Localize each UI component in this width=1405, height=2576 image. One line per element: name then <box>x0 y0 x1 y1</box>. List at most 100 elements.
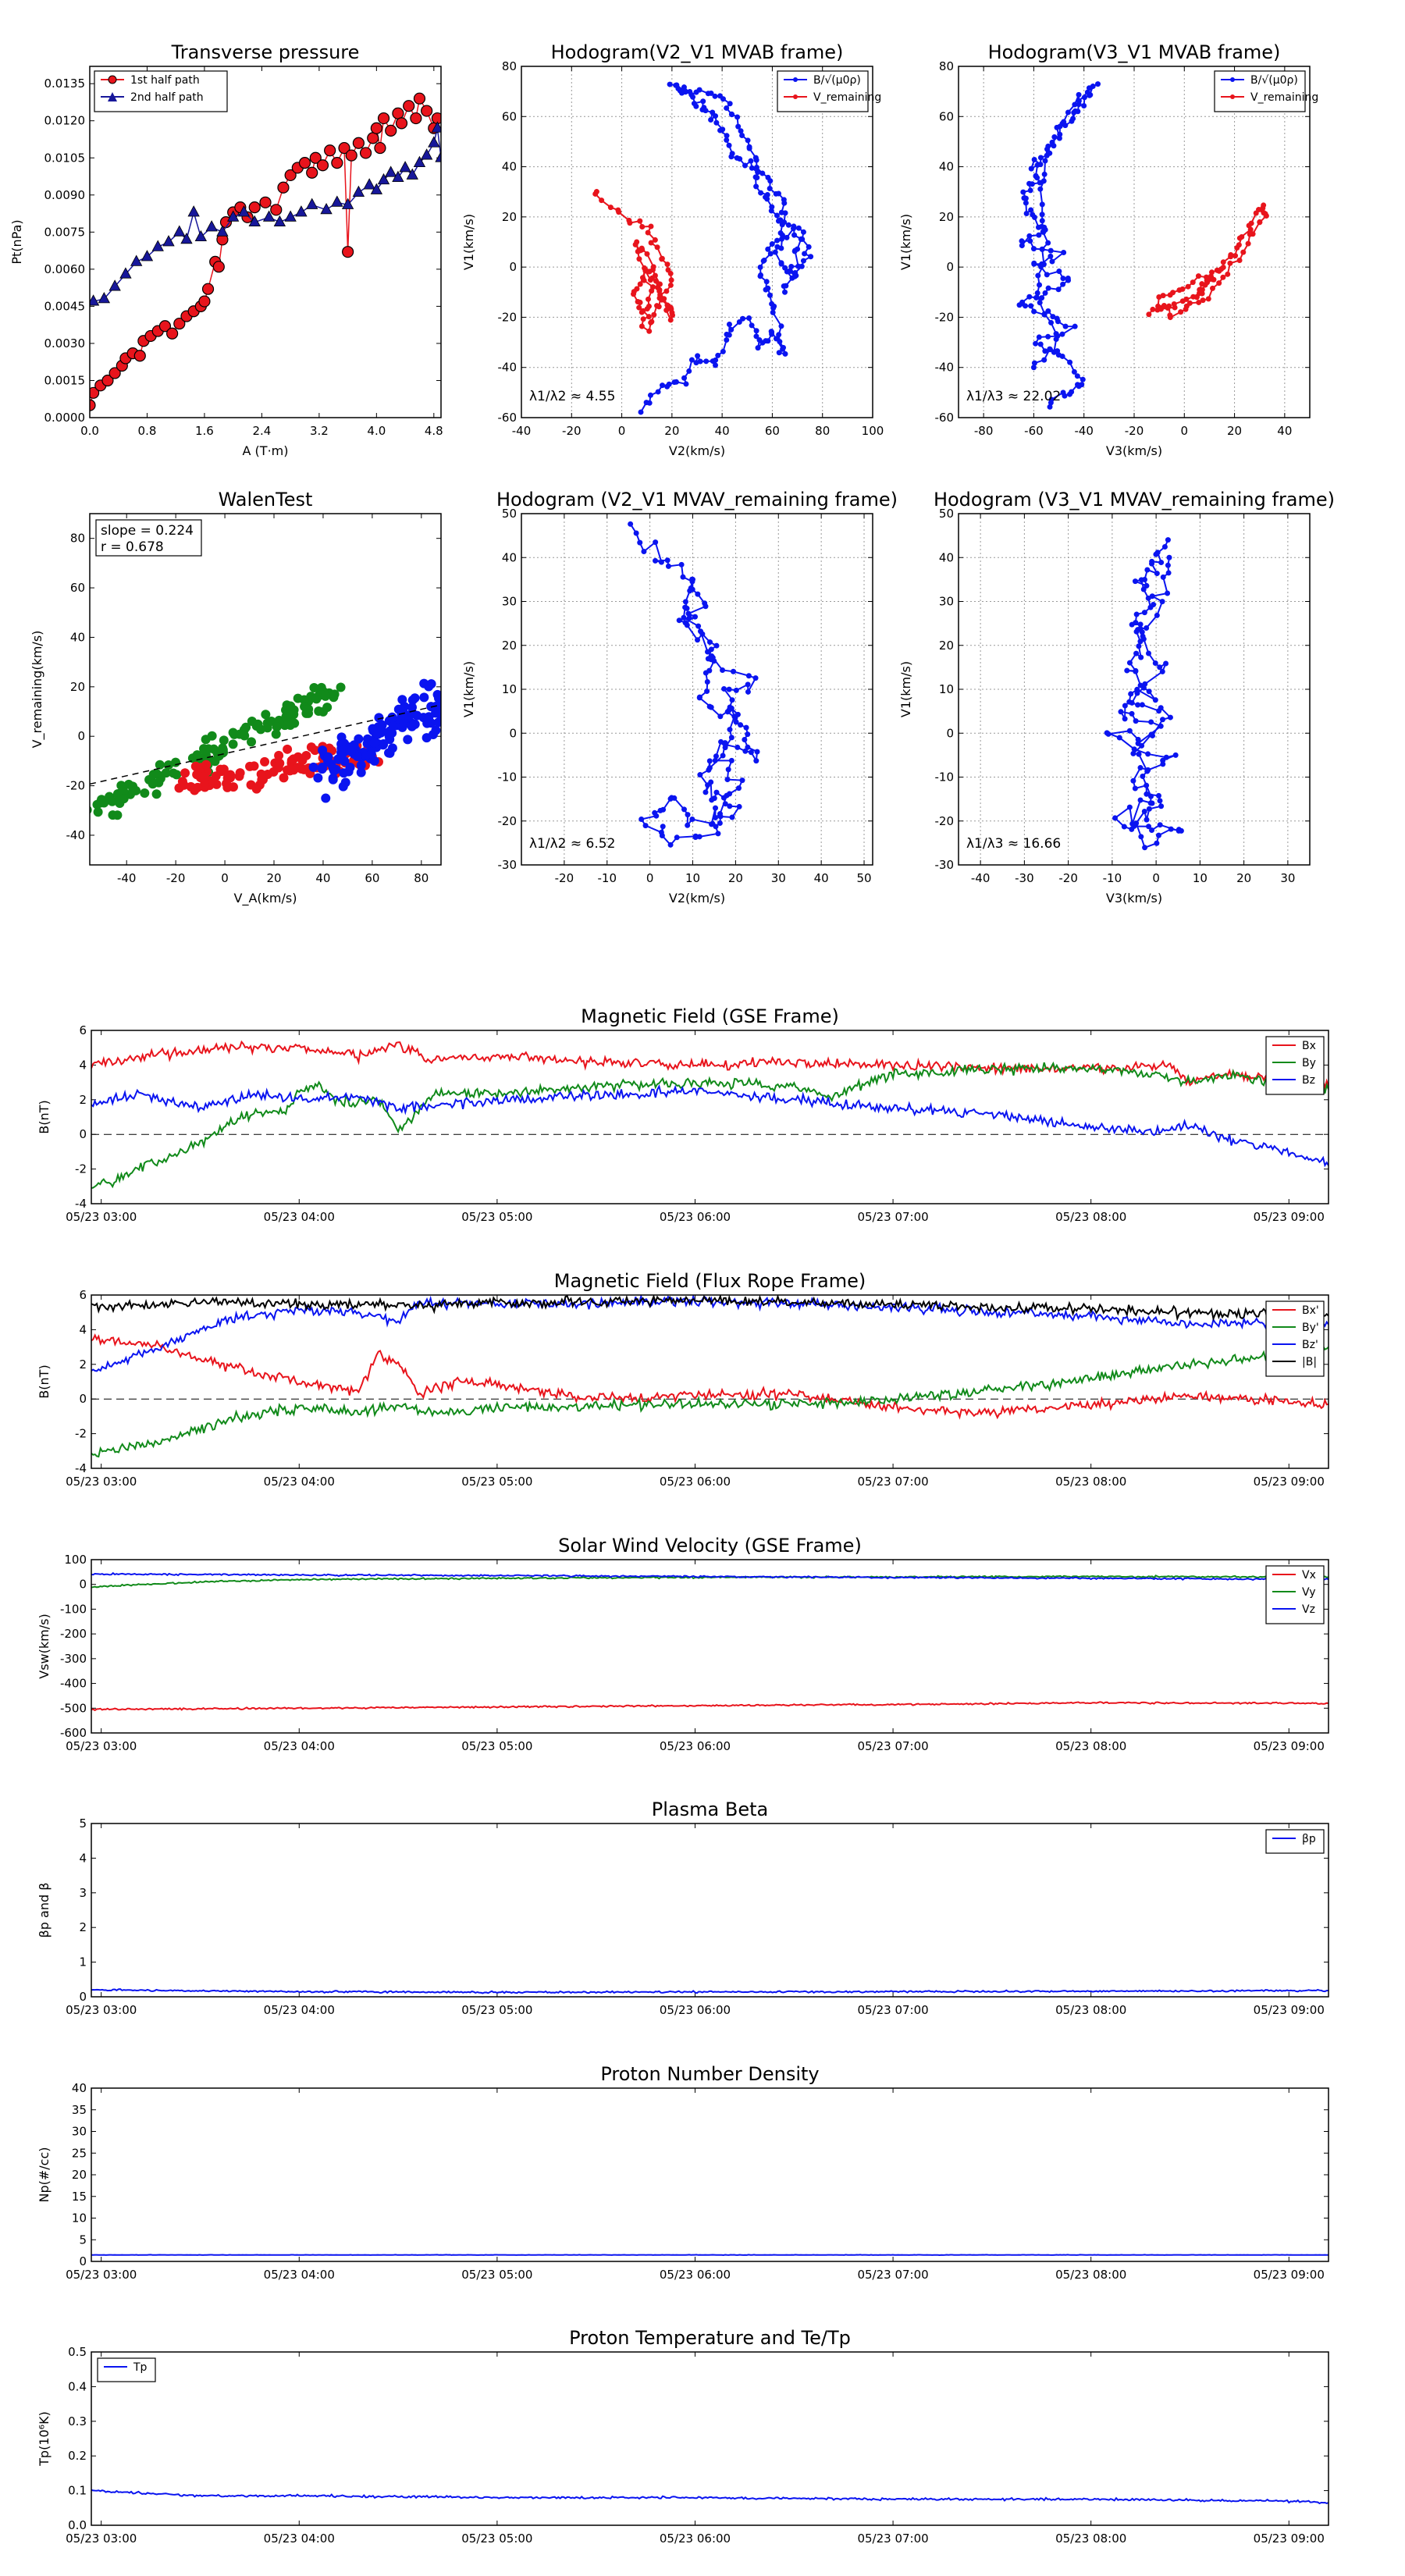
data-point <box>413 155 426 167</box>
beta-xtick-label: 05/23 06:00 <box>660 2003 731 2017</box>
data-point <box>727 101 733 107</box>
data-point <box>298 156 311 169</box>
pt-ytick-label: 0.0000 <box>44 411 86 425</box>
pt-ytick-label: 0.0090 <box>44 188 86 202</box>
data-point <box>713 789 720 795</box>
data-point <box>1145 751 1151 757</box>
hodo4-xtick-label: -40 <box>971 871 991 885</box>
data-point <box>681 375 688 381</box>
data-point <box>695 591 701 597</box>
panel-bgse: Magnetic Field (GSE Frame) B(nT) 05/23 03:… <box>37 1005 1329 1224</box>
data-point <box>1049 139 1055 145</box>
beta-ytick-label: 5 <box>79 1816 87 1831</box>
eigen-ratio-annotation: λ1/λ3 ≈ 22.02 <box>966 389 1061 404</box>
panel-bfr: Magnetic Field (Flux Rope Frame) B(nT) 05/… <box>37 1270 1329 1489</box>
data-point <box>1146 824 1152 830</box>
vgse-xtick-label: 05/23 04:00 <box>264 1739 335 1753</box>
data-point <box>1041 171 1048 177</box>
plot-area <box>91 2489 1329 2505</box>
data-point <box>667 282 674 288</box>
data-point <box>782 210 788 216</box>
data-point <box>1023 195 1029 201</box>
data-point <box>1047 404 1053 410</box>
data-point <box>1074 373 1080 379</box>
legend-marker <box>793 77 798 82</box>
data-point <box>789 275 795 281</box>
data-point <box>651 311 657 318</box>
data-point <box>314 706 324 716</box>
data-point <box>331 195 343 207</box>
hodo4-ytick-label: 30 <box>939 595 954 609</box>
data-point <box>689 817 695 823</box>
data-point <box>712 757 718 763</box>
data-point <box>352 185 365 197</box>
data-point <box>703 358 710 365</box>
chart-hodo2: Hodogram(V3_V1 MVAB frame) V3(km/s) V1(km/… <box>898 41 1318 458</box>
data-point <box>1044 146 1051 152</box>
hodo1-ytick-label: 20 <box>502 210 517 224</box>
np-xtick-label: 05/23 08:00 <box>1055 2268 1126 2282</box>
data-point <box>1142 681 1148 687</box>
hodo2-ytick-label: 40 <box>939 160 954 174</box>
pt-ytick-label: 0.0030 <box>44 336 86 350</box>
series-line <box>91 1295 1329 1372</box>
data-point <box>341 197 354 209</box>
beta-xtick-label: 05/23 05:00 <box>461 2003 532 2017</box>
data-point <box>1149 827 1155 833</box>
data-point <box>342 246 354 258</box>
data-point <box>1236 258 1243 264</box>
data-point <box>640 316 646 322</box>
chart-title: Hodogram(V3_V1 MVAB frame) <box>988 41 1281 63</box>
y-axis-label: V1(km/s) <box>898 661 913 717</box>
hodo4-xtick-label: -20 <box>1058 871 1078 885</box>
bfr-xtick-label: 05/23 09:00 <box>1254 1475 1325 1489</box>
data-point <box>1140 636 1147 642</box>
data-point <box>698 628 704 635</box>
data-point <box>1146 688 1152 695</box>
data-point <box>1163 754 1169 760</box>
data-point <box>653 539 659 546</box>
data-point <box>321 793 331 803</box>
legend-label: Vx <box>1302 1569 1316 1582</box>
fit-annotation-box <box>95 519 202 557</box>
y-axis-label: βp and β <box>37 1883 52 1938</box>
data-point <box>708 90 714 96</box>
data-point <box>1196 299 1202 305</box>
data-point <box>304 704 314 714</box>
data-point <box>717 820 723 826</box>
data-point <box>1031 261 1037 267</box>
data-point <box>638 817 645 823</box>
vgse-xtick-label: 05/23 07:00 <box>857 1739 928 1753</box>
data-point <box>754 175 760 181</box>
data-point <box>356 767 366 777</box>
bfr-xtick-label: 05/23 08:00 <box>1055 1475 1126 1489</box>
data-point <box>704 649 710 655</box>
hodo2-ytick-label: -40 <box>935 361 955 375</box>
data-point <box>413 92 426 105</box>
hodo4-ytick-label: 10 <box>939 682 954 696</box>
data-point <box>1129 710 1135 717</box>
data-point <box>1122 703 1128 709</box>
hodo1-ytick-label: -60 <box>498 411 518 425</box>
walen-xtick-label: 60 <box>365 871 379 885</box>
np-xtick-label: 05/23 09:00 <box>1254 2268 1325 2282</box>
data-point <box>1056 269 1062 275</box>
axes-frame <box>91 1559 1329 1734</box>
data-point <box>440 688 441 692</box>
data-point <box>686 614 692 621</box>
data-point <box>642 265 648 271</box>
data-point <box>1154 612 1160 618</box>
legend-box <box>1265 1829 1325 1854</box>
data-point <box>1144 625 1150 632</box>
data-point <box>1023 303 1029 309</box>
data-point <box>1072 101 1078 108</box>
data-point <box>1060 276 1066 282</box>
data-point <box>683 381 689 387</box>
data-point <box>119 794 129 804</box>
pt-xtick-label: 4.0 <box>367 424 386 438</box>
y-axis-label: B(nT) <box>37 1100 52 1133</box>
legend-marker <box>1230 94 1235 99</box>
data-point <box>1019 238 1025 244</box>
data-point <box>635 299 641 305</box>
data-point <box>748 158 754 164</box>
